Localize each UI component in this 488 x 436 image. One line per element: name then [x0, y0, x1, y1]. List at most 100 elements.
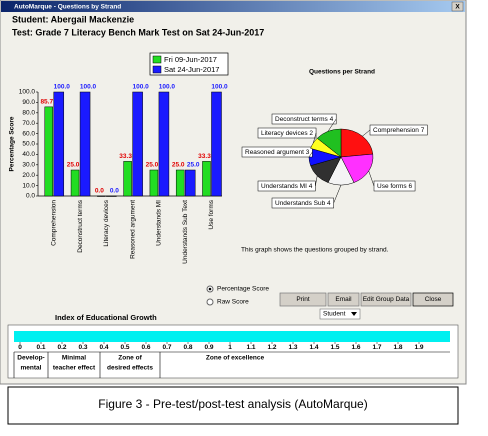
- y-tick-label: 80.0: [22, 110, 35, 117]
- value-label: 0.0: [95, 188, 104, 195]
- x-tick-label: Deconstruct terms: [77, 199, 84, 252]
- title-bar: [1, 1, 465, 12]
- y-tick-label: 10.0: [22, 182, 35, 189]
- growth-tick-label: 1.5: [330, 344, 339, 351]
- value-label: 25.0: [187, 162, 200, 169]
- button-label[interactable]: Close: [425, 296, 442, 303]
- pie-label: Use forms 6: [368, 170, 416, 192]
- button[interactable]: [327, 292, 360, 307]
- pie-leader: [362, 129, 371, 137]
- growth-tick-label: 1.8: [393, 344, 402, 351]
- pie-slice: [340, 153, 374, 183]
- value-label: 25.0: [172, 162, 185, 169]
- value-label: 25.0: [67, 162, 80, 169]
- pie-label: Reasoned argument 3: [241, 146, 313, 158]
- bar: [70, 169, 80, 197]
- growth-tick-label: 0.2: [57, 344, 66, 351]
- value-label: 85.7: [40, 99, 53, 106]
- pie-leader: [315, 175, 318, 187]
- pie-label: Understands MI 4: [257, 175, 318, 192]
- zone-label: Zone of: [118, 355, 142, 362]
- bar: [132, 91, 143, 197]
- value-label: 33.3: [198, 153, 211, 160]
- bar: [211, 91, 222, 197]
- pie-value: 3: [306, 149, 310, 156]
- pie-label-text: Literacy devices 2: [261, 130, 313, 137]
- pie-value: 6: [408, 183, 412, 190]
- radio-label[interactable]: Percentage Score: [217, 286, 269, 293]
- value-label: 25.0: [146, 162, 159, 169]
- pie-value: 4: [330, 116, 334, 123]
- y-tick-label: 0.0: [26, 193, 35, 200]
- student: Student: Abergail Mackenzie: [12, 14, 134, 24]
- y-tick-label: 70.0: [22, 120, 35, 127]
- close-button[interactable]: [451, 1, 464, 12]
- button-label[interactable]: Print: [296, 296, 310, 303]
- pie-title: Questions per Strand: [309, 69, 375, 76]
- growth-tick-label: 1: [228, 344, 232, 351]
- value-label: 0.0: [110, 188, 119, 195]
- y-tick-label: 100.0: [19, 89, 36, 96]
- growth-title: Index of Educational Growth: [55, 313, 157, 322]
- pie-category: Literacy devices: [261, 130, 308, 137]
- growth-tick-label: 0.5: [120, 344, 129, 351]
- growth-tick-label: 0.3: [78, 344, 87, 351]
- x-tick-label: Reasoned argument: [129, 200, 136, 259]
- button-label[interactable]: Edit Group Data: [363, 296, 410, 303]
- pie-leader: [368, 170, 375, 187]
- growth-tick-label: 1.4: [309, 344, 318, 351]
- select-value[interactable]: Student: [323, 311, 346, 318]
- select-arrow[interactable]: [351, 312, 357, 316]
- button[interactable]: [279, 292, 327, 307]
- growth-tick-label: 1.6: [351, 344, 360, 351]
- bar: [158, 91, 170, 197]
- value-label: 100.0: [80, 84, 97, 91]
- pie-label-text: Comprehension 7: [373, 127, 425, 134]
- pie-leader: [333, 184, 342, 204]
- zone-label: Develop-: [17, 355, 44, 362]
- bar: [184, 169, 196, 197]
- pie-label-text: Understands Sub 4: [275, 200, 331, 207]
- button-label[interactable]: Email: [335, 296, 352, 303]
- bar: [123, 161, 132, 197]
- radio-label[interactable]: Raw Score: [217, 299, 249, 306]
- window-title: AutoMarque - Questions by Strand: [14, 4, 121, 11]
- radio[interactable]: [206, 298, 214, 306]
- x-tick-label: Literacy devices: [103, 199, 110, 246]
- growth-bar: [14, 331, 450, 342]
- pie-category: Use forms: [377, 183, 407, 190]
- legend-swatch: [152, 55, 162, 64]
- pie-note: This graph shows the questions grouped b…: [241, 247, 389, 254]
- button[interactable]: [412, 292, 454, 307]
- select[interactable]: [319, 308, 361, 320]
- growth-tick-label: 0.7: [162, 344, 171, 351]
- y-tick-label: 20.0: [22, 172, 35, 179]
- x-tick-label: Comprehension: [50, 200, 57, 246]
- pie-leader: [313, 132, 317, 144]
- growth-tick-label: 1.9: [414, 344, 423, 351]
- zone-label: mental: [21, 365, 42, 372]
- pie-leader: [327, 118, 337, 132]
- caption: Figure 3 - Pre-test/post-test analysis (…: [98, 397, 367, 411]
- pie-category: Understands Sub: [275, 200, 326, 207]
- pie-value: 7: [421, 127, 425, 134]
- pie-category: Deconstruct terms: [275, 116, 328, 123]
- bar: [79, 91, 91, 197]
- value-label: 33.3: [119, 153, 132, 160]
- pie-label: Deconstruct terms 4: [271, 113, 337, 132]
- value-label: 100.0: [159, 84, 176, 91]
- value-label: 100.0: [54, 84, 71, 91]
- pie-value: 2: [309, 130, 313, 137]
- y-axis-title: Percentage Score: [9, 116, 16, 171]
- close-icon[interactable]: X: [455, 4, 460, 11]
- button[interactable]: [360, 292, 412, 307]
- pie-label: Understands Sub 4: [271, 184, 342, 209]
- x-tick-label: Understands MI: [156, 200, 163, 246]
- pie-value: 4: [327, 200, 331, 207]
- radio-dot: [208, 287, 212, 291]
- bar: [149, 169, 159, 197]
- y-tick-label: 30.0: [22, 162, 35, 169]
- growth-tick-label: 0: [18, 344, 22, 351]
